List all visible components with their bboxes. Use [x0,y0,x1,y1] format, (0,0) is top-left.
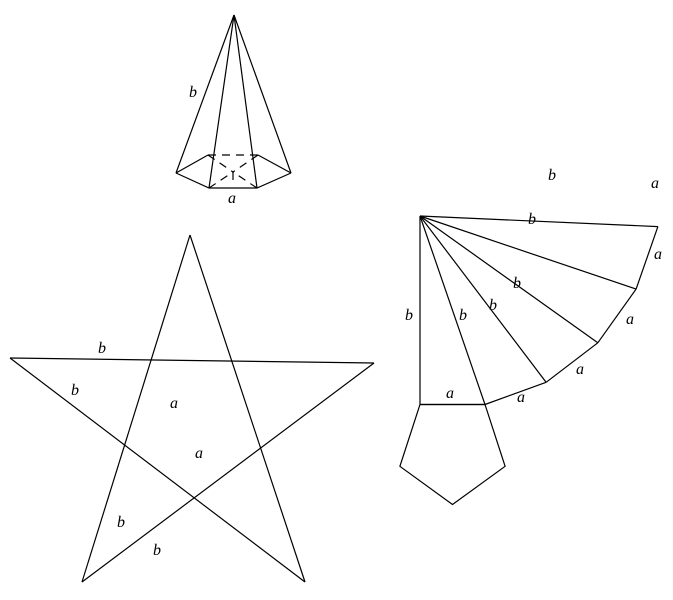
edge-label: b [71,382,79,399]
edge-label-b: b [513,275,521,292]
edge-label-a: a [446,385,454,402]
edge-label: b [117,514,125,531]
edge-label-b: b [459,307,467,324]
pentagram-star: b b a a b b [10,235,374,582]
pyramid-net: aaaaaabbbbbb [400,167,662,505]
edge-label-a: a [626,311,634,328]
edge-label-b: b [489,297,497,314]
edge-label-b: b [548,167,556,184]
edge-label: b [153,542,161,559]
edge-label-b: b [528,211,536,228]
edge-label-a: a [517,389,525,406]
edge-label-b: b [405,307,413,324]
edge-label: a [170,395,178,412]
pyramid-3d: ba [176,15,291,207]
edge-label-a: a [576,361,584,378]
diagram-canvas: babbaabbaaaaaabbbbbb [0,0,673,600]
edge-label: b [98,340,106,357]
edge-label: b [189,84,197,101]
edge-label-a: a [651,175,659,192]
edge-label-a: a [654,246,662,263]
edge-label: a [195,445,203,462]
edge-label: a [228,190,236,207]
